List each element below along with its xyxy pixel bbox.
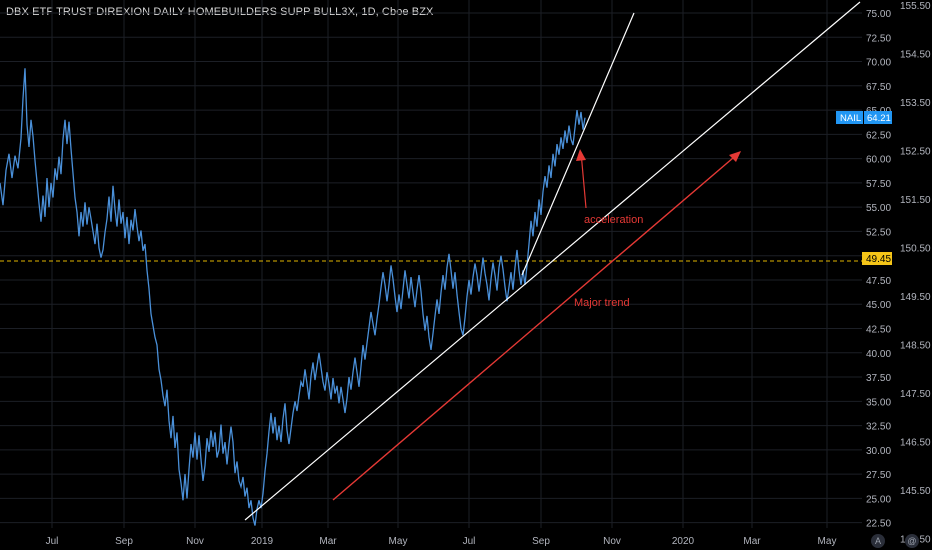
y-tick-label: 32.50 (866, 422, 891, 433)
y-tick-label: 40.00 (866, 349, 891, 360)
y-tick-label-right: 146.50 (900, 438, 931, 449)
last-price-badge: NAIL 64.21 (836, 111, 892, 124)
hline-badge: 49.45 (862, 252, 892, 265)
acceleration-arrowhead (576, 149, 586, 161)
x-tick-label: Mar (743, 536, 761, 547)
y-tick-label-right: 151.50 (900, 195, 931, 206)
y-tick-label: 55.00 (866, 203, 891, 214)
acceleration-arrow (580, 151, 587, 209)
y-tick-label: 67.50 (866, 82, 891, 93)
x-tick-label: 2020 (672, 536, 695, 547)
y-tick-label: 27.50 (866, 470, 891, 481)
y-tick-label-right: 155.50 (900, 1, 931, 12)
annotation-major-trend: Major trend (574, 297, 630, 309)
last-price-value: 64.21 (867, 113, 891, 124)
x-tick-label: Nov (603, 536, 621, 547)
y-tick-label-right: 154.50 (900, 50, 931, 61)
grid-lines (0, 0, 862, 528)
y-tick-label: 37.50 (866, 373, 891, 384)
hline-badge-label: 49.45 (866, 254, 891, 265)
y-tick-label: 60.00 (866, 155, 891, 166)
last-price-ticker: NAIL (840, 113, 861, 124)
y-tick-label: 62.50 (866, 130, 891, 141)
x-tick-label: Sep (532, 536, 550, 547)
y-tick-label-right: 148.50 (900, 341, 931, 352)
y-tick-label-right: 147.50 (900, 389, 931, 400)
y-tick-label-right: 152.50 (900, 147, 931, 158)
x-tick-label: Jul (46, 536, 59, 547)
y-tick-label-right: 150.50 (900, 244, 931, 255)
y-tick-label-right: 153.50 (900, 98, 931, 109)
x-tick-label: 2019 (251, 536, 274, 547)
trendline-acceleration (521, 12, 635, 276)
y-tick-label: 75.00 (866, 9, 891, 20)
y-tick-label: 47.50 (866, 276, 891, 287)
annotation-acceleration: acceleration (584, 214, 643, 226)
y-axis-right: 155.50 154.50 153.50 152.50 151.50 150.50 149.… (900, 1, 931, 546)
x-axis: Jul Sep Nov 2019 Mar May Jul Sep Nov 2020 Mar May (46, 536, 837, 547)
y-tick-label: 70.00 (866, 58, 891, 69)
y-tick-label: 22.50 (866, 519, 891, 530)
x-tick-label: May (389, 536, 408, 547)
y-tick-label: 25.00 (866, 494, 891, 505)
major-trend-arrowhead (729, 151, 741, 162)
chart-title: DBX ETF TRUST DIREXION DAILY HOMEBUILDER… (6, 6, 434, 18)
major-trend-arrow (332, 151, 741, 501)
y-tick-label: 42.50 (866, 325, 891, 336)
y-tick-label: 45.00 (866, 300, 891, 311)
y-axis-left: 75.0072.5070.0067.5065.0062.5060.0057.50… (866, 9, 891, 530)
x-tick-label: Mar (319, 536, 337, 547)
price-line-series (0, 68, 586, 526)
y-tick-label-right: 145.50 (900, 486, 931, 497)
y-tick-label: 35.00 (866, 397, 891, 408)
y-tick-label: 72.50 (866, 33, 891, 44)
y-tick-label: 30.00 (866, 446, 891, 457)
x-tick-label: May (818, 536, 837, 547)
y-tick-label: 52.50 (866, 227, 891, 238)
x-tick-label: Nov (186, 536, 204, 547)
settings-button[interactable]: @ (905, 534, 919, 548)
x-tick-label: Jul (463, 536, 476, 547)
x-tick-label: Sep (115, 536, 133, 547)
y-tick-label-right: 149.50 (900, 292, 931, 303)
auto-scale-button[interactable]: A (871, 534, 885, 548)
y-tick-label: 57.50 (866, 179, 891, 190)
trendline-major (244, 1, 861, 521)
